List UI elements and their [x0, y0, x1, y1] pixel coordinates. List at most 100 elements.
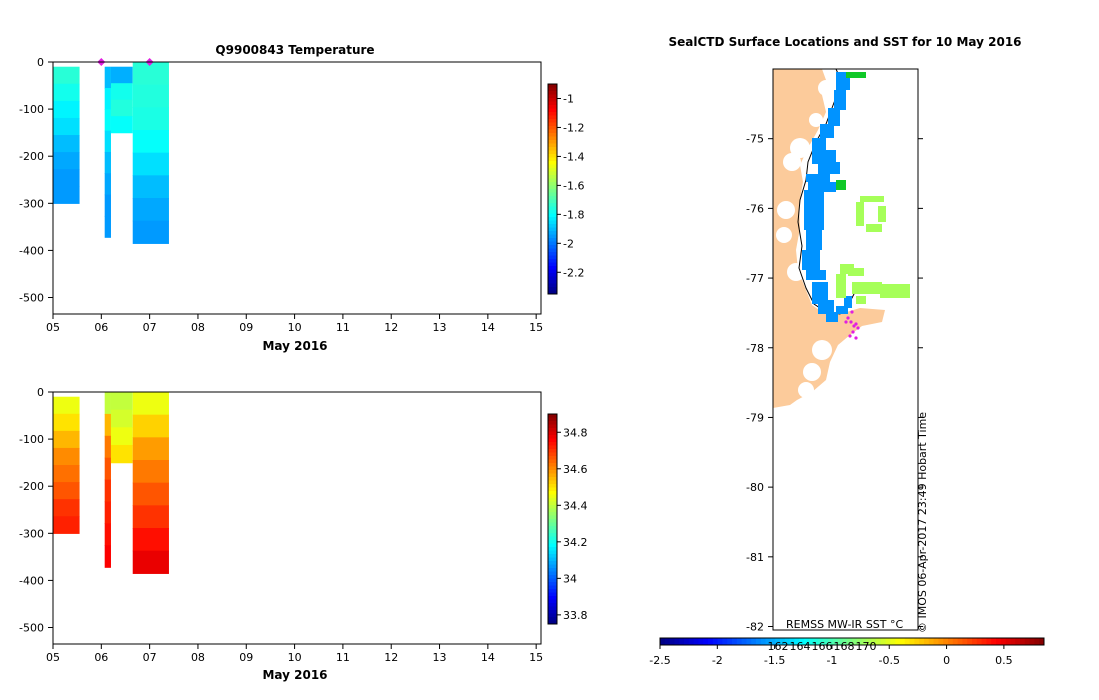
seal-location-point [852, 324, 856, 328]
profile-cell [132, 220, 169, 244]
colorbar-segment [548, 248, 557, 253]
x-tick-label: 14 [481, 321, 495, 334]
profile-cell [53, 66, 80, 85]
colorbar-tick-label: -1 [563, 92, 574, 105]
colorbar-segment [548, 557, 557, 562]
colorbar-segment [548, 620, 557, 625]
colorbar-segment [548, 456, 557, 460]
colorbar-segment [548, 578, 557, 583]
sst-pixel-cold [818, 162, 840, 174]
sst-colorbar-segment [871, 638, 877, 645]
y-tick-label: 0 [37, 56, 44, 69]
colorbar-segment [548, 129, 557, 134]
sst-colorbar-segment [852, 638, 858, 645]
colorbar-segment [548, 157, 557, 162]
profile-cell [132, 107, 169, 131]
sst-colorbar-segment [957, 638, 963, 645]
sst-colorbar-segment [890, 638, 896, 645]
colorbar-segment [548, 154, 557, 158]
colorbar-segment [548, 459, 557, 464]
second-plot-frame [52, 391, 542, 645]
colorbar-segment [548, 617, 557, 621]
colorbar-segment [548, 480, 557, 485]
profile-cell [104, 130, 111, 153]
colorbar-segment [548, 98, 557, 102]
colorbar-segment [548, 529, 557, 534]
colorbar-segment [548, 213, 557, 218]
colorbar-segment [548, 596, 557, 600]
sst-colorbar-segment [991, 638, 997, 645]
colorbar-segment [548, 189, 557, 193]
colorbar-segment [548, 196, 557, 200]
second-x-axis-label: May 2016 [262, 668, 327, 682]
colorbar-segment [548, 178, 557, 183]
profile-cell [132, 198, 169, 222]
contour-label: 164 [790, 640, 811, 653]
sst-colorbar-segment [948, 638, 954, 645]
colorbar-segment [548, 431, 557, 436]
sst-colorbar-segment [967, 638, 973, 645]
sst-colorbar-segment [727, 638, 733, 645]
x-tick-label: 09 [239, 321, 253, 334]
x-tick-label: 08 [191, 321, 205, 334]
colorbar-segment [548, 421, 557, 425]
colorbar-segment [548, 245, 557, 249]
sst-colorbar-segment [794, 638, 800, 645]
sst-colorbar-segment [943, 638, 949, 645]
colorbar-segment [548, 575, 557, 579]
colorbar-segment [548, 280, 557, 284]
colorbar-segment [548, 589, 557, 593]
x-tick-label: 07 [143, 651, 157, 664]
colorbar-segment [548, 283, 557, 288]
colorbar-tick-label: 34.8 [563, 426, 588, 439]
x-tick-label: 06 [94, 651, 108, 664]
colorbar-segment [548, 491, 557, 495]
colorbar-segment [548, 438, 557, 443]
contour-label: 168 [834, 640, 855, 653]
sst-colorbar-segment [736, 638, 743, 645]
colorbar-segment [548, 592, 557, 597]
colorbar-segment [548, 610, 557, 614]
x-tick-label: 14 [481, 651, 495, 664]
colorbar-segment [548, 136, 557, 141]
map-frame [772, 68, 919, 631]
latitude-tick-label: -76 [746, 202, 764, 215]
colorbar-segment [548, 266, 557, 270]
colorbar-segment [548, 487, 557, 492]
sst-colorbar-segment [823, 638, 829, 645]
seal-location-point [849, 320, 853, 324]
sst-colorbar-tick-label: -2 [712, 654, 723, 667]
profile-cell [53, 169, 80, 187]
colorbar-segment [548, 199, 557, 204]
colorbar-tick-label: -2 [563, 237, 574, 250]
temperature-y-axis: 0 -100 -200 -300 -400 -500 [19, 56, 53, 305]
colorbar-segment [548, 568, 557, 572]
colorbar-segment [548, 217, 557, 221]
colorbar-segment [548, 259, 557, 263]
sst-colorbar-segment [808, 638, 815, 645]
sst-colorbar-segment [1020, 638, 1026, 645]
sst-colorbar: -2.5 -2 -1.5 -1 -0.5 0 0.5 162 164 166 168 170 [649, 637, 1045, 667]
profile-cell [132, 175, 169, 199]
sst-pixel-green [846, 72, 866, 78]
colorbar-segment [548, 276, 557, 281]
ice-patch [809, 113, 823, 127]
sst-pixel-warm [866, 224, 882, 232]
colorbar-segment [548, 613, 557, 618]
colorbar-tick-label: -1.2 [563, 121, 584, 134]
profile-cell [53, 482, 80, 500]
sst-pixel-cold [802, 250, 820, 270]
sst-colorbar-segment [914, 638, 920, 645]
sst-pixel-warm [852, 282, 882, 294]
sst-colorbar-segment [684, 638, 690, 645]
sst-colorbar-segment [741, 638, 747, 645]
sst-colorbar-segment [813, 638, 819, 645]
profile-cell [104, 215, 111, 238]
colorbar-segment [548, 473, 557, 478]
colorbar-segment [548, 101, 557, 106]
sst-pixel-warm [848, 268, 864, 276]
profile-cell [104, 194, 111, 217]
x-tick-label: 15 [529, 321, 543, 334]
profile-cell [53, 152, 80, 170]
sst-colorbar-segment [938, 638, 944, 645]
